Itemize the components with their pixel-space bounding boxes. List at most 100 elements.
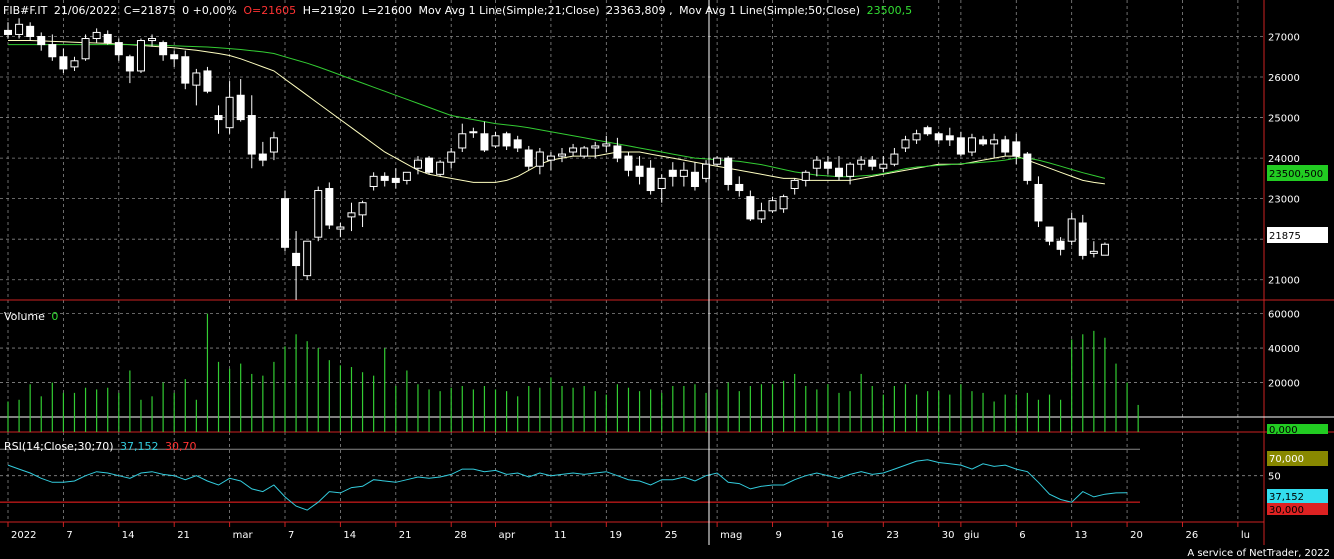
candle-body-down	[646, 167, 655, 192]
candle-body-up	[447, 151, 456, 163]
moving-average-lines	[8, 40, 1106, 185]
legend-close: C=21875	[124, 4, 176, 17]
legend-ma21-label: Mov Avg 1 Line(Simple;21;Close)	[419, 4, 600, 17]
candle	[159, 40, 168, 61]
legend-change: 0 +0,00%	[182, 4, 237, 17]
candle-body-up	[458, 133, 467, 149]
candle-body-down	[724, 157, 733, 185]
candle-body-down	[524, 149, 533, 167]
candle-body-down	[380, 175, 389, 181]
candle-body-up	[702, 163, 711, 179]
candle	[790, 178, 799, 195]
candle	[979, 135, 988, 146]
candle-body-up	[801, 171, 810, 181]
candle-body-down	[746, 196, 755, 220]
candle-body-down	[956, 137, 965, 155]
candle-body-down	[1056, 240, 1065, 250]
volume-tick-label: 40000	[1268, 344, 1300, 355]
candle-body-up	[92, 31, 101, 40]
footer-credit: A service of NetTrader, 2022	[1187, 548, 1330, 559]
date-tick-label: 14	[122, 530, 135, 541]
candle	[713, 156, 722, 167]
candle-body-down	[59, 56, 68, 70]
candle-body-up	[1089, 250, 1098, 254]
date-tick-label: 7	[288, 530, 294, 541]
candle	[857, 156, 866, 171]
candle-body-up	[890, 153, 899, 165]
price-axis-ticks: 21000220002300024000250002600027000	[1268, 32, 1300, 286]
date-tick-label: 9	[776, 530, 782, 541]
candle	[956, 131, 965, 157]
legend-low: L=21600	[362, 4, 412, 17]
legend-high: H=21920	[303, 4, 355, 17]
candle-body-down	[26, 25, 35, 37]
candle	[425, 156, 434, 175]
price-tick-label: 24000	[1268, 154, 1300, 165]
candle	[413, 156, 422, 175]
candle	[546, 152, 555, 171]
candle	[170, 50, 179, 67]
candle	[181, 50, 190, 90]
candle	[912, 129, 921, 144]
candle	[1067, 212, 1076, 246]
candle-body-up	[402, 171, 411, 181]
candle-body-up	[469, 131, 478, 134]
candle-body-down	[923, 127, 932, 135]
candle-body-up	[269, 137, 278, 153]
rsi-line	[7, 459, 1128, 511]
candle-body-up	[580, 147, 589, 157]
candle	[524, 145, 533, 171]
date-tick-label: giu	[964, 530, 979, 541]
date-axis-ticks: 2022 7 14 21 mar 7 14 21 28 apr 11 19 25 mag 9 16 23 30 gi…	[7, 522, 1250, 541]
candle	[458, 123, 467, 153]
candle-body-up	[535, 151, 544, 167]
candle-body-up	[679, 169, 688, 177]
date-tick-label: 28	[454, 530, 467, 541]
candle	[724, 156, 733, 191]
candle-body-down	[4, 29, 12, 35]
price-tick-label: 23000	[1268, 195, 1300, 206]
candle	[580, 145, 589, 159]
date-tick-label: 25	[665, 530, 678, 541]
candlestick-series[interactable]	[4, 18, 1109, 300]
date-tick-label: 14	[343, 530, 356, 541]
volume-value: 0	[51, 310, 58, 323]
date-tick-label: 16	[831, 530, 844, 541]
candle	[247, 95, 256, 169]
rsi-label: RSI(14;Close;30;70)	[4, 440, 114, 453]
candle	[823, 156, 832, 175]
volume-legend: Volume 0	[4, 310, 58, 323]
candle-body-up	[413, 159, 422, 169]
legend-open: O=21605	[243, 4, 296, 17]
candle-body-down	[1078, 222, 1087, 256]
candle-body-down	[690, 171, 699, 187]
candle	[325, 182, 334, 230]
legend-date: 21/06/2022	[54, 4, 117, 17]
candle	[602, 135, 611, 153]
candle	[281, 190, 289, 252]
candle	[347, 202, 356, 232]
candle-body-down	[979, 139, 988, 145]
candle	[192, 68, 201, 106]
candle	[502, 131, 511, 150]
candle-body-up	[558, 153, 566, 157]
candle	[1045, 226, 1054, 246]
candle	[735, 176, 744, 197]
candle-body-down	[203, 70, 212, 92]
candle-body-up	[990, 139, 999, 145]
rsi-low: 30,70	[165, 440, 197, 453]
price-tick-label: 21000	[1268, 276, 1300, 287]
candle-body-down	[635, 165, 644, 177]
candle-body-up	[779, 196, 788, 210]
candle-body-down	[258, 153, 267, 161]
volume-label: Volume	[4, 310, 45, 323]
candle	[402, 171, 411, 185]
candle-body-up	[546, 155, 555, 161]
legend-ma21-value: 23363,809	[606, 4, 666, 17]
candle-body-up	[491, 135, 500, 147]
candle	[314, 186, 323, 242]
candle-body-down	[325, 188, 334, 226]
candle	[1078, 214, 1087, 260]
ma50-line	[8, 44, 1106, 179]
candle	[923, 125, 932, 136]
